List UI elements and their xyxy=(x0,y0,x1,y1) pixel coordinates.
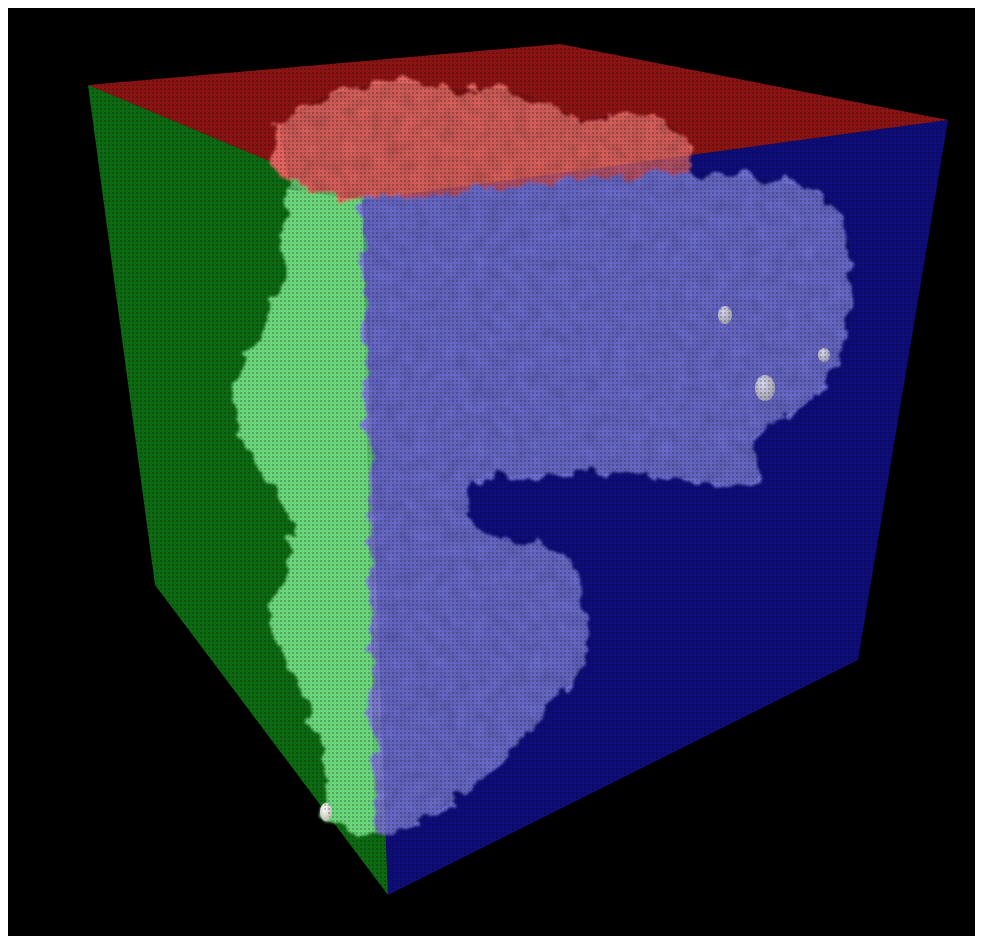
render-view xyxy=(0,0,983,944)
page xyxy=(0,0,983,944)
